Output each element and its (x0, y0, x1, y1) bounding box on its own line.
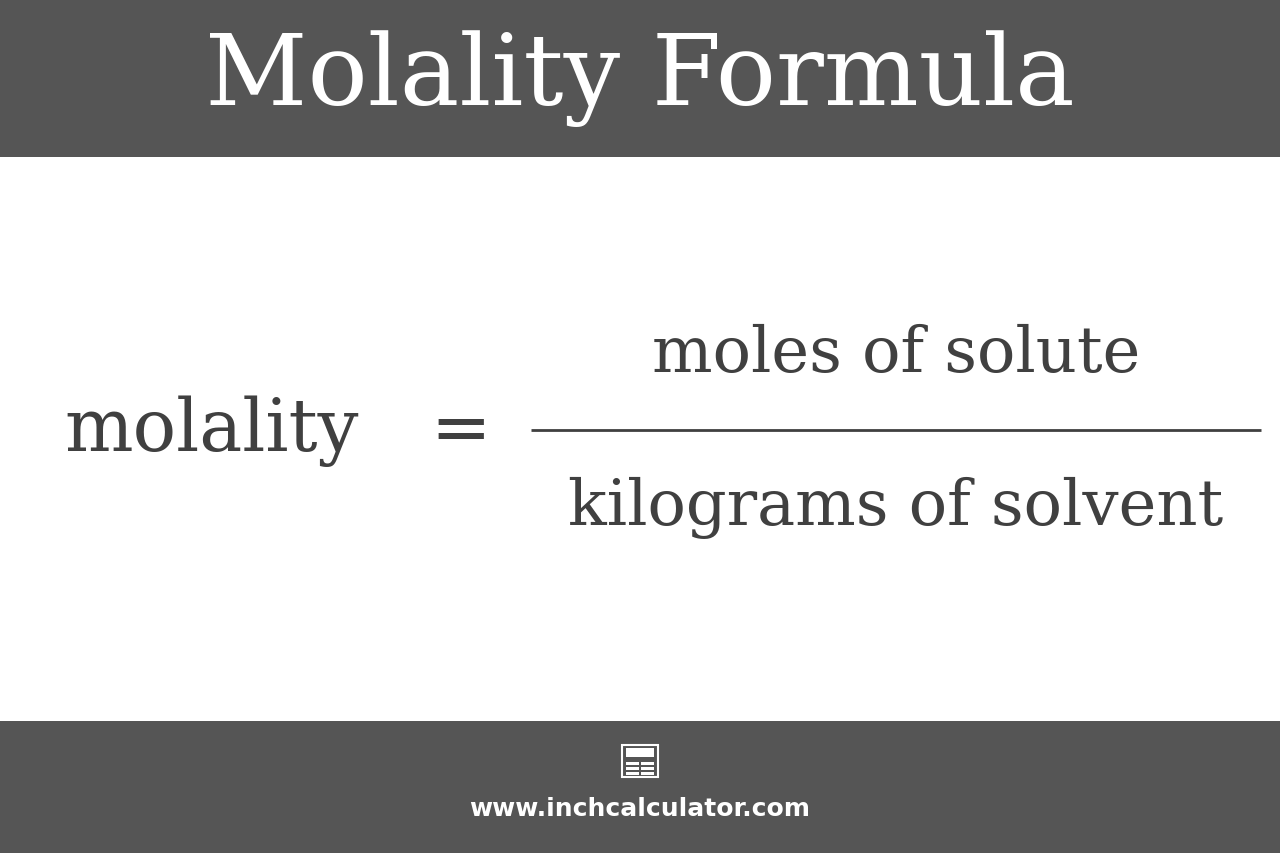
Text: =: = (430, 396, 492, 466)
Bar (641, 767, 654, 770)
Bar (0, 158, 1280, 721)
Bar (626, 747, 654, 757)
Text: moles of solute: moles of solute (652, 323, 1140, 385)
Bar (0, 721, 1280, 853)
Bar (626, 772, 639, 775)
Bar (641, 762, 654, 765)
Text: molality: molality (64, 395, 358, 467)
Text: Molality Formula: Molality Formula (205, 31, 1075, 127)
Text: kilograms of solvent: kilograms of solvent (568, 477, 1224, 538)
Text: www.inchcalculator.com: www.inchcalculator.com (470, 796, 810, 821)
Bar (626, 762, 639, 765)
Bar (641, 772, 654, 775)
Bar (626, 767, 639, 770)
Bar (0, 0, 1280, 158)
